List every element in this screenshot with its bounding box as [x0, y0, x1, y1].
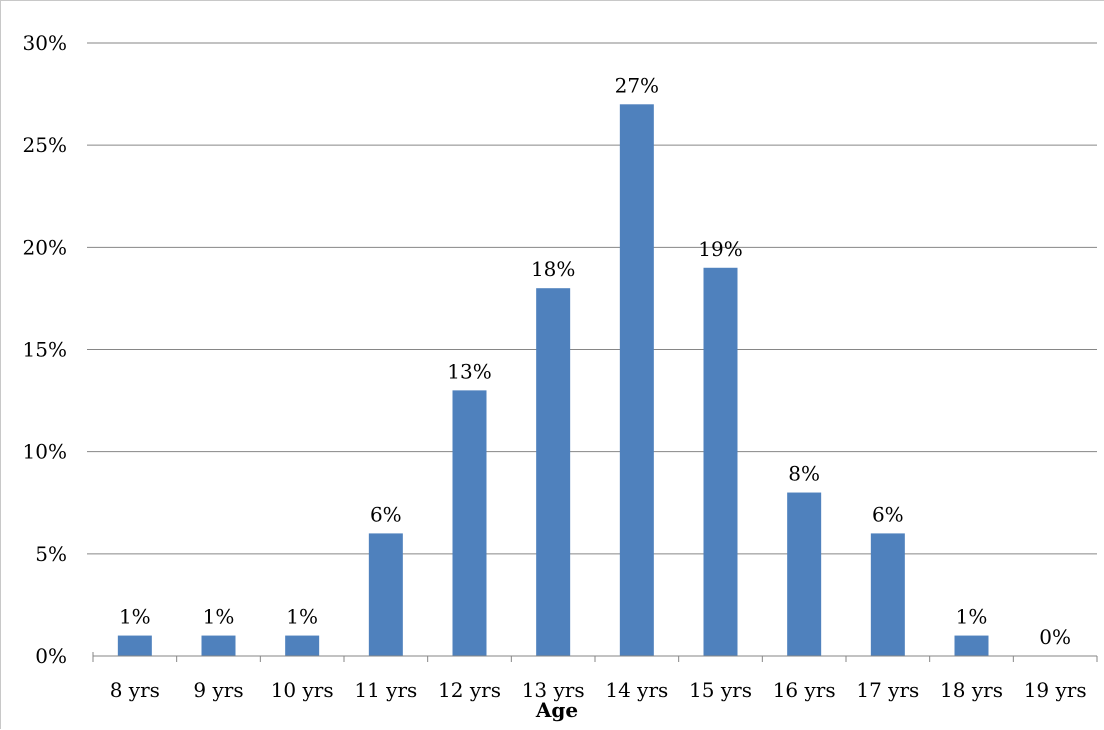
y-tick-label: 15%	[23, 338, 67, 362]
data-label: 8%	[788, 462, 820, 486]
y-tick-label: 25%	[23, 133, 67, 157]
data-label: 6%	[872, 502, 904, 526]
y-tick-label: 5%	[35, 542, 67, 566]
x-tick-label: 18 yrs	[940, 678, 1003, 702]
bar	[870, 533, 905, 656]
x-tick-label: 17 yrs	[856, 678, 919, 702]
bar	[201, 635, 236, 656]
y-axis-tick-labels: 0% 5% 10% 15% 20% 25% 30%	[23, 31, 67, 668]
x-tick-label: 10 yrs	[271, 678, 334, 702]
bar	[536, 288, 571, 656]
bar	[703, 267, 738, 656]
bar	[117, 635, 152, 656]
x-tick-label: 16 yrs	[773, 678, 836, 702]
x-tick-label: 9 yrs	[193, 678, 243, 702]
bars	[117, 104, 989, 657]
x-tick-label: 13 yrs	[522, 678, 585, 702]
x-tick-label: 8 yrs	[110, 678, 160, 702]
x-axis	[92, 652, 1098, 662]
bar	[452, 390, 487, 656]
data-label: 1%	[119, 605, 151, 629]
bar	[619, 104, 654, 657]
bar	[285, 635, 320, 656]
x-axis-title: Age	[535, 698, 578, 722]
x-tick-label: 12 yrs	[438, 678, 501, 702]
data-label: 1%	[286, 605, 318, 629]
data-label: 27%	[615, 73, 659, 97]
bar	[954, 635, 989, 656]
y-tick-label: 20%	[23, 235, 67, 259]
x-tick-label: 11 yrs	[354, 678, 417, 702]
x-tick-label: 14 yrs	[605, 678, 668, 702]
bar	[787, 492, 822, 656]
data-label: 1%	[956, 605, 988, 629]
y-tick-label: 10%	[23, 440, 67, 464]
data-label: 0%	[1039, 625, 1071, 649]
x-axis-tick-labels: 8 yrs 9 yrs 10 yrs 11 yrs 12 yrs 13 yrs 14 yrs…	[110, 678, 1087, 702]
bar	[368, 533, 403, 656]
grid-lines	[87, 42, 1097, 555]
data-label: 18%	[531, 257, 575, 281]
data-labels: 1% 1% 1% 6% 13% 18% 27% 19% 8% 6% 1% 0%	[119, 73, 1071, 649]
data-label: 13%	[447, 359, 491, 383]
y-tick-label: 30%	[23, 31, 67, 55]
x-tick-label: 15 yrs	[689, 678, 752, 702]
data-label: 19%	[698, 237, 742, 261]
data-label: 1%	[203, 605, 235, 629]
x-tick-label: 19 yrs	[1024, 678, 1087, 702]
data-label: 6%	[370, 502, 402, 526]
y-tick-label: 0%	[35, 644, 67, 668]
